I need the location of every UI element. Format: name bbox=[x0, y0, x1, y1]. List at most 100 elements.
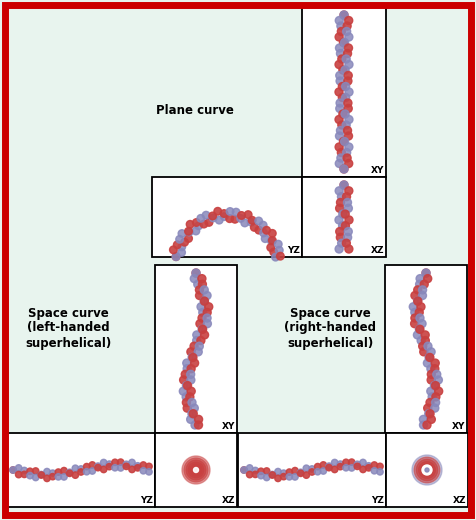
Circle shape bbox=[426, 354, 434, 361]
Circle shape bbox=[72, 465, 79, 472]
Circle shape bbox=[44, 469, 50, 475]
Circle shape bbox=[420, 348, 428, 356]
Circle shape bbox=[336, 99, 344, 107]
Circle shape bbox=[196, 320, 204, 328]
Circle shape bbox=[198, 326, 207, 333]
Circle shape bbox=[194, 468, 198, 472]
Circle shape bbox=[220, 213, 228, 220]
Circle shape bbox=[196, 292, 204, 300]
Circle shape bbox=[203, 314, 211, 322]
Circle shape bbox=[187, 387, 195, 395]
Circle shape bbox=[343, 22, 351, 30]
Text: YZ: YZ bbox=[287, 246, 300, 255]
Circle shape bbox=[118, 465, 124, 471]
Circle shape bbox=[377, 463, 383, 470]
Circle shape bbox=[209, 212, 217, 220]
Circle shape bbox=[187, 415, 195, 423]
Circle shape bbox=[419, 415, 427, 423]
Circle shape bbox=[182, 456, 210, 484]
Circle shape bbox=[247, 472, 253, 478]
Circle shape bbox=[427, 370, 436, 379]
Circle shape bbox=[411, 308, 419, 316]
Circle shape bbox=[345, 88, 353, 96]
Circle shape bbox=[344, 233, 352, 241]
Circle shape bbox=[337, 126, 345, 135]
Circle shape bbox=[424, 342, 432, 350]
Circle shape bbox=[187, 370, 195, 379]
Circle shape bbox=[178, 249, 185, 256]
Circle shape bbox=[338, 222, 347, 230]
Circle shape bbox=[198, 314, 206, 322]
Circle shape bbox=[298, 469, 304, 475]
Circle shape bbox=[336, 204, 344, 212]
Circle shape bbox=[335, 60, 343, 69]
Circle shape bbox=[417, 336, 425, 345]
Circle shape bbox=[336, 77, 344, 85]
Circle shape bbox=[260, 229, 268, 237]
Circle shape bbox=[422, 269, 430, 277]
Circle shape bbox=[411, 320, 418, 328]
Circle shape bbox=[354, 461, 360, 467]
Circle shape bbox=[172, 253, 180, 261]
Circle shape bbox=[188, 398, 196, 407]
Circle shape bbox=[345, 132, 353, 140]
Circle shape bbox=[339, 38, 347, 46]
Circle shape bbox=[134, 463, 141, 469]
Circle shape bbox=[341, 210, 349, 218]
Circle shape bbox=[345, 160, 353, 167]
Circle shape bbox=[371, 467, 377, 474]
Circle shape bbox=[424, 404, 432, 412]
Circle shape bbox=[200, 220, 208, 228]
Circle shape bbox=[200, 286, 208, 294]
Circle shape bbox=[186, 220, 194, 228]
Circle shape bbox=[187, 376, 195, 384]
Text: Space curve
(right-handed
superhelical): Space curve (right-handed superhelical) bbox=[284, 306, 376, 349]
Circle shape bbox=[178, 230, 186, 237]
Circle shape bbox=[193, 336, 201, 345]
Circle shape bbox=[339, 210, 347, 218]
Circle shape bbox=[15, 465, 22, 471]
Circle shape bbox=[188, 462, 204, 478]
Bar bbox=[385, 265, 467, 433]
Circle shape bbox=[32, 468, 39, 474]
Circle shape bbox=[255, 217, 262, 225]
Circle shape bbox=[435, 387, 443, 395]
Circle shape bbox=[186, 228, 193, 236]
Circle shape bbox=[67, 469, 73, 475]
Circle shape bbox=[344, 71, 352, 80]
Circle shape bbox=[320, 468, 327, 474]
Circle shape bbox=[341, 66, 349, 74]
Circle shape bbox=[182, 393, 190, 401]
Circle shape bbox=[343, 192, 350, 201]
Circle shape bbox=[337, 22, 345, 30]
Circle shape bbox=[340, 181, 348, 189]
Circle shape bbox=[192, 466, 200, 474]
Bar bbox=[238, 433, 386, 507]
Circle shape bbox=[354, 463, 360, 470]
Circle shape bbox=[38, 471, 45, 478]
Circle shape bbox=[337, 461, 344, 467]
Circle shape bbox=[184, 458, 208, 482]
Circle shape bbox=[176, 236, 183, 243]
Circle shape bbox=[50, 473, 56, 480]
Circle shape bbox=[89, 468, 96, 474]
Circle shape bbox=[427, 415, 436, 423]
Circle shape bbox=[179, 387, 188, 395]
Circle shape bbox=[275, 469, 281, 475]
Circle shape bbox=[275, 475, 281, 482]
Circle shape bbox=[412, 455, 442, 485]
Circle shape bbox=[340, 181, 348, 189]
Circle shape bbox=[303, 472, 309, 478]
Circle shape bbox=[335, 143, 343, 151]
Circle shape bbox=[315, 469, 321, 475]
Circle shape bbox=[343, 28, 351, 35]
Circle shape bbox=[335, 187, 343, 195]
Circle shape bbox=[264, 468, 270, 474]
Circle shape bbox=[252, 467, 258, 474]
Circle shape bbox=[190, 464, 202, 476]
Circle shape bbox=[252, 471, 258, 477]
Circle shape bbox=[419, 342, 426, 350]
Circle shape bbox=[337, 28, 346, 35]
Bar bbox=[155, 265, 237, 433]
Circle shape bbox=[50, 470, 56, 476]
